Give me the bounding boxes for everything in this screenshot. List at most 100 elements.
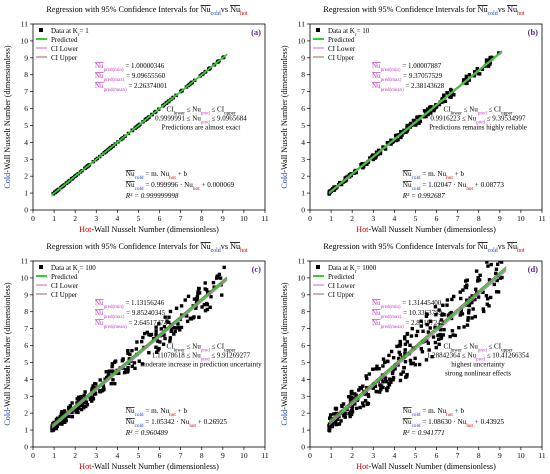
data-point	[133, 366, 137, 371]
y-tick-label: 8	[301, 70, 305, 79]
y-tick-label: 6	[24, 341, 28, 350]
data-point	[466, 316, 470, 320]
y-tick-label: 6	[301, 341, 305, 350]
data-point	[350, 410, 355, 414]
data-point	[467, 308, 471, 313]
data-point	[451, 333, 455, 337]
y-tick-label: 8	[301, 307, 305, 316]
ci-range-values: 0.9999991 ≤ Nupred ≤ 9.0965684	[155, 114, 247, 125]
data-point	[165, 319, 169, 323]
data-point	[445, 298, 450, 302]
data-point	[170, 326, 174, 330]
ci-note: strong nonlinear effects	[445, 369, 511, 377]
data-point	[436, 333, 440, 338]
y-tick-label: 1	[301, 426, 305, 435]
data-point	[371, 367, 375, 371]
data-point	[75, 407, 79, 411]
data-point	[350, 404, 355, 409]
data-point	[465, 81, 469, 86]
data-point	[405, 129, 409, 133]
x-tick-label: 2	[73, 214, 77, 223]
data-point	[110, 369, 115, 373]
data-point	[403, 337, 407, 341]
data-point	[403, 342, 408, 346]
data-point	[419, 319, 423, 323]
data-point	[174, 306, 179, 310]
legend-label: Data at Kr= 1000	[328, 264, 377, 275]
data-point	[328, 416, 332, 420]
x-tick-label: 4	[115, 451, 119, 460]
data-point	[79, 407, 84, 412]
data-point	[161, 333, 165, 337]
data-point	[215, 274, 220, 278]
data-point	[347, 411, 351, 416]
x-tick-label: 5	[137, 214, 141, 223]
x-tick-label: 4	[115, 214, 119, 223]
data-point	[379, 387, 383, 392]
data-point	[143, 331, 147, 336]
data-point	[154, 345, 158, 349]
data-point	[217, 272, 222, 277]
y-tick-label: 11	[298, 257, 305, 266]
data-point	[189, 317, 193, 321]
data-point	[433, 305, 438, 309]
predicted-line	[51, 53, 228, 196]
stat-line: Nupred(max) = 9.85240345	[95, 309, 166, 320]
data-point	[458, 290, 462, 294]
data-point	[77, 404, 82, 408]
y-tick-label: 10	[298, 273, 306, 282]
data-point	[109, 381, 113, 386]
data-point	[423, 109, 428, 114]
data-point	[364, 374, 368, 378]
data-point	[67, 407, 71, 411]
y-tick-label: 7	[301, 324, 305, 333]
data-point	[130, 364, 134, 368]
data-point	[168, 336, 173, 340]
ci-lower-line	[51, 279, 228, 429]
data-point	[208, 305, 212, 310]
data-point	[168, 339, 172, 343]
data-point	[132, 361, 137, 365]
legend-label: CI Upper	[328, 54, 355, 62]
data-point	[113, 381, 117, 386]
x-tick-label: 2	[350, 451, 354, 460]
data-point	[495, 278, 499, 283]
data-point	[389, 380, 393, 385]
data-point	[90, 399, 94, 403]
data-point	[163, 336, 167, 341]
data-point	[62, 418, 67, 422]
data-point	[443, 99, 448, 103]
data-point	[494, 271, 498, 276]
data-point	[417, 362, 422, 367]
y-tick-label: 2	[24, 409, 28, 418]
data-point	[140, 362, 145, 366]
data-point	[172, 326, 176, 330]
x-tick-label: 8	[477, 214, 481, 223]
data-point	[424, 314, 429, 318]
y-tick-label: 5	[301, 121, 305, 130]
data-point	[203, 281, 207, 285]
data-point	[397, 343, 402, 347]
regression-equation: Nucold = m. Nuhot + b	[126, 407, 188, 418]
data-point	[379, 384, 383, 389]
data-point	[391, 378, 395, 382]
data-point	[361, 404, 366, 408]
x-tick-label: 9	[221, 451, 225, 460]
data-point	[408, 343, 412, 347]
y-tick-label: 9	[24, 290, 28, 299]
data-point	[433, 340, 438, 345]
data-point	[334, 407, 338, 411]
data-point	[327, 423, 331, 428]
data-point	[466, 318, 470, 322]
data-point	[481, 290, 485, 295]
data-point	[155, 339, 160, 343]
x-tick-label: 3	[371, 214, 375, 223]
data-point	[459, 296, 463, 301]
data-point	[374, 367, 378, 371]
data-point	[81, 403, 85, 408]
y-tick-label: 3	[24, 155, 28, 164]
data-point	[465, 298, 469, 302]
data-point	[76, 399, 81, 403]
